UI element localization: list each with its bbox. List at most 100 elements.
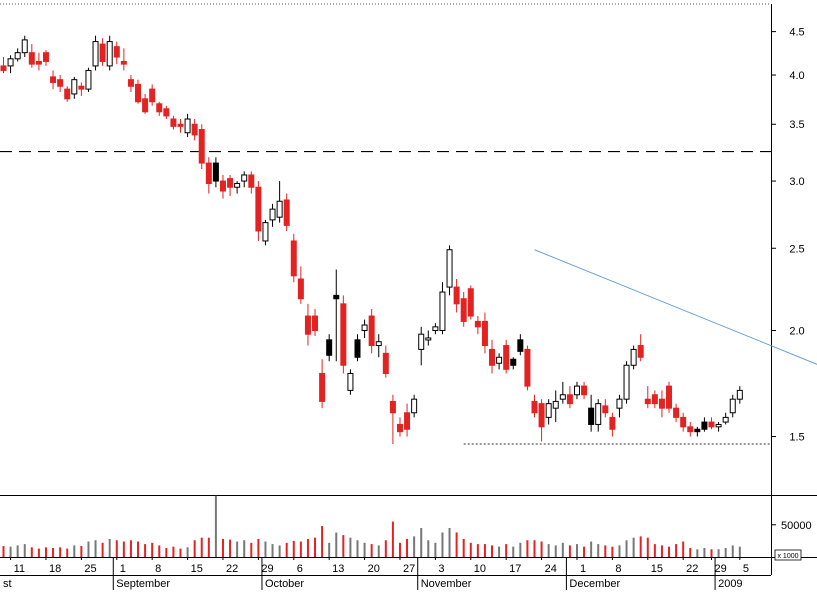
candle-body (362, 325, 367, 330)
day-tick-label: 29 (261, 563, 273, 575)
candle-body (86, 70, 91, 89)
candle-body (716, 424, 721, 426)
volume-bar (59, 547, 61, 557)
day-tick-label: 11 (14, 563, 25, 575)
candle-body (702, 422, 707, 429)
candle (51, 70, 56, 89)
candle (348, 369, 353, 394)
candle (171, 116, 176, 130)
candle-body (277, 201, 282, 217)
candle-body (574, 386, 579, 395)
volume-bar (675, 544, 677, 557)
volume-bar (477, 544, 479, 557)
candle (298, 266, 303, 303)
day-tick-label: 20 (368, 563, 380, 575)
candle (674, 404, 679, 422)
volume-bar (420, 528, 422, 557)
day-tick-label: 17 (509, 563, 521, 575)
candle (695, 427, 700, 437)
candle-body (270, 209, 275, 220)
volume-bar (300, 542, 302, 557)
month-label: December (569, 578, 620, 590)
candle-body (355, 340, 360, 357)
volume-bar (534, 540, 536, 557)
candle-body (482, 321, 487, 345)
volume-bar (194, 540, 196, 557)
price-tick-label: 2.5 (789, 243, 804, 255)
candle-body (334, 295, 339, 298)
candle (220, 175, 225, 199)
candle-body (610, 417, 615, 429)
volume-bar (739, 547, 741, 557)
volume-bar (604, 545, 606, 557)
volume-bar (52, 548, 54, 557)
volume-bar (378, 545, 380, 557)
volume-bar (73, 545, 75, 557)
candle (270, 204, 275, 227)
day-tick-label: 3 (438, 563, 444, 575)
volume-bar (123, 542, 125, 557)
candle (150, 84, 155, 105)
candle (341, 295, 346, 373)
volume-bar (45, 547, 47, 557)
candle-body (228, 179, 233, 188)
price-tick-label: 3.5 (789, 119, 804, 131)
volume-bar (349, 538, 351, 557)
volume-bar (682, 542, 684, 557)
day-tick-label: 25 (84, 563, 96, 575)
volume-unit-label: x 1000 (777, 553, 798, 560)
volume-bar (335, 533, 337, 557)
candle-body (504, 346, 509, 370)
candle (100, 38, 105, 66)
candle (532, 395, 537, 418)
candle (36, 53, 41, 71)
volume-unit-badge: x 1000 (775, 550, 801, 560)
candle (546, 399, 551, 424)
candle-body (405, 413, 410, 429)
candle (22, 36, 27, 57)
candle (490, 340, 495, 374)
candle-body (426, 338, 431, 340)
candle-body (164, 109, 169, 116)
candle-body (206, 163, 211, 183)
volume-bar (222, 539, 224, 557)
candle (29, 44, 34, 68)
candle (362, 320, 367, 338)
candle-body (121, 61, 126, 64)
volume-bar (626, 540, 628, 557)
candle (638, 334, 643, 361)
volume-bar (102, 543, 104, 557)
candle-body (638, 346, 643, 358)
volume-bar (569, 545, 571, 557)
day-tick-label: 15 (191, 563, 203, 575)
candle-body (178, 124, 183, 126)
day-tick-label: 13 (332, 563, 344, 575)
volume-bar (463, 539, 465, 557)
volume-bar (229, 540, 231, 557)
candle-body (114, 47, 119, 57)
volume-bar (187, 547, 189, 557)
candle-body (51, 77, 56, 83)
volume-bar (668, 547, 670, 557)
candle-body (737, 390, 742, 399)
candle-body (192, 124, 197, 135)
candle (397, 417, 402, 436)
candle (228, 175, 233, 196)
price-axis: 4.54.03.53.02.52.01.5 (771, 27, 805, 444)
candle (730, 395, 735, 418)
candle (79, 82, 84, 95)
candle (185, 114, 190, 137)
candle-body (29, 53, 34, 64)
candle-body (525, 349, 530, 386)
candle (454, 279, 459, 313)
day-tick-label: 22 (226, 563, 238, 575)
candle (582, 382, 587, 399)
candle-body (199, 130, 204, 164)
candle (631, 346, 636, 370)
candle (518, 334, 523, 355)
volume-bar (130, 540, 132, 557)
price-tick-label: 4.0 (789, 70, 804, 82)
volume-bar (66, 549, 68, 557)
candle (107, 36, 112, 71)
